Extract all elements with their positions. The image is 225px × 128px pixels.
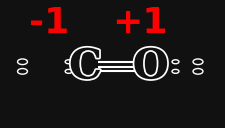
Circle shape [172,60,179,64]
Circle shape [65,69,72,73]
Text: +1: +1 [112,6,167,40]
Circle shape [65,60,72,64]
Text: O: O [133,46,169,88]
Circle shape [172,69,179,73]
Text: -1: -1 [29,6,70,40]
Circle shape [18,59,27,65]
Circle shape [193,59,203,65]
Circle shape [193,69,203,74]
Circle shape [18,69,27,74]
Text: C: C [69,46,102,88]
